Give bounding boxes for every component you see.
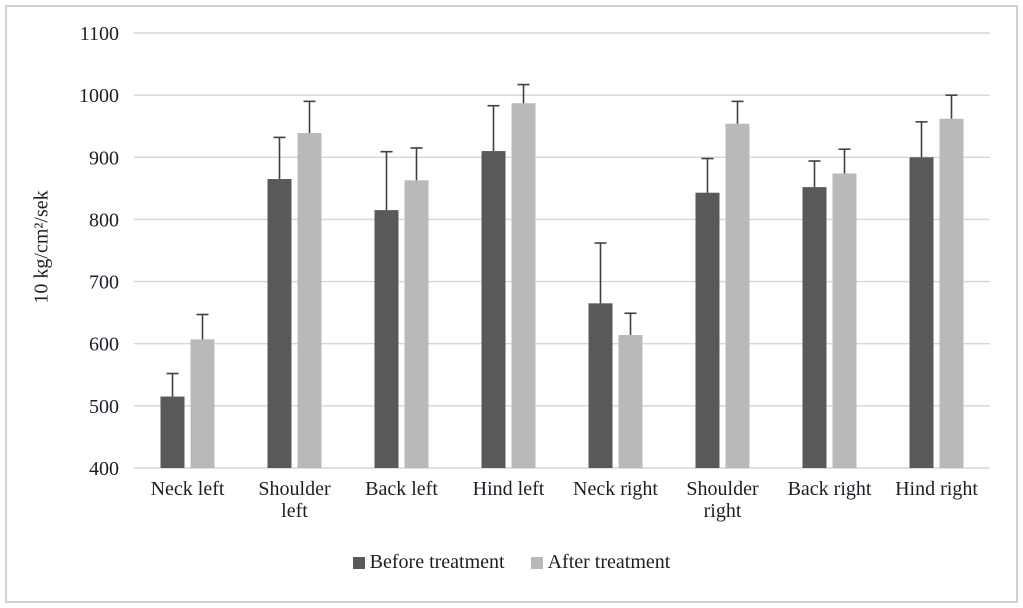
bar-before-treatment	[374, 210, 399, 468]
x-category-label: Shoulder left	[258, 478, 331, 522]
legend-label-after-treatment: After treatment	[547, 551, 671, 573]
legend-swatch-before-treatment	[352, 556, 365, 569]
bar-after-treatment	[404, 180, 429, 468]
legend-swatch-after-treatment	[530, 556, 543, 569]
y-tick-label: 1000	[79, 85, 119, 107]
x-category-label: Hind right	[895, 478, 978, 500]
x-category-label: Back left	[365, 478, 438, 500]
bar-after-treatment	[511, 103, 536, 468]
bar-after-treatment	[297, 133, 322, 469]
bar-before-treatment	[481, 151, 506, 469]
bar-after-treatment	[939, 118, 964, 468]
y-tick-label: 600	[89, 334, 119, 356]
y-tick-label: 900	[89, 147, 119, 169]
bar-before-treatment	[695, 192, 720, 468]
legend-item-before-treatment: Before treatment	[352, 551, 505, 574]
bar-after-treatment	[832, 173, 857, 468]
legend: Before treatment After treatment	[0, 551, 1023, 574]
bar-before-treatment	[160, 396, 185, 468]
y-tick-label: 1100	[80, 23, 119, 45]
y-tick-label: 700	[89, 272, 119, 294]
x-category-label: Neck left	[151, 478, 225, 500]
y-tick-label: 400	[89, 458, 119, 480]
bar-before-treatment	[267, 179, 292, 469]
y-tick-label: 800	[89, 209, 119, 231]
legend-label-before-treatment: Before treatment	[369, 551, 505, 573]
legend-item-after-treatment: After treatment	[530, 551, 671, 574]
x-category-label: Neck right	[573, 478, 658, 500]
bar-after-treatment	[190, 339, 215, 468]
x-category-label: Shoulder right	[686, 478, 759, 522]
bar-before-treatment	[909, 157, 934, 469]
bar-before-treatment	[802, 187, 827, 468]
x-category-label: Back right	[788, 478, 872, 500]
bar-after-treatment	[725, 123, 750, 468]
bar-after-treatment	[618, 335, 643, 468]
bar-before-treatment	[588, 303, 613, 468]
y-tick-label: 500	[89, 396, 119, 418]
x-category-label: Hind left	[473, 478, 545, 500]
